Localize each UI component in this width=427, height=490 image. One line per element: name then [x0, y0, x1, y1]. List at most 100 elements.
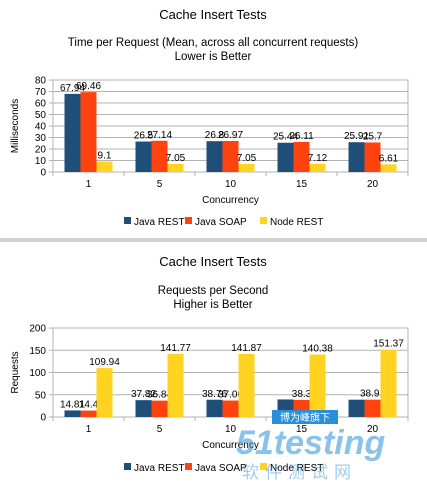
- chart-requests-per-second-svg: Cache Insert Tests Requests per Second Hig…: [10, 254, 409, 474]
- x-tick-label: 10: [225, 424, 237, 435]
- chart-time-per-request: Cache Insert Tests Time per Request (Mean…: [0, 0, 427, 238]
- y-tick-label: 30: [35, 133, 47, 144]
- x-axis-title: Concurrency: [202, 440, 259, 451]
- x-tick-label: 10: [225, 179, 237, 190]
- data-label: 38.91: [360, 389, 385, 400]
- y-tick-label: 100: [29, 368, 46, 379]
- y-tick-label: 50: [35, 390, 47, 401]
- data-label: 27.14: [147, 130, 172, 141]
- data-label: 141.87: [231, 343, 262, 354]
- data-label: 7.05: [166, 153, 186, 164]
- x-tick-label: 5: [157, 424, 163, 435]
- data-label: 9.1: [98, 151, 112, 162]
- bar-java-soap: [293, 141, 310, 172]
- bar-node-rest: [309, 354, 326, 417]
- bar-java-rest: [277, 142, 294, 172]
- x-tick-label: 5: [157, 179, 163, 190]
- legend-swatch: [260, 217, 267, 224]
- data-label: 37.82: [131, 389, 156, 400]
- y-tick-label: 200: [29, 324, 46, 335]
- x-tick-label: 20: [367, 424, 379, 435]
- data-label: 6.61: [379, 153, 399, 164]
- bar-java-soap: [222, 400, 239, 417]
- bar-java-rest: [64, 93, 81, 172]
- bar-java-soap: [80, 92, 97, 172]
- data-label: 38.76: [202, 389, 227, 400]
- data-label: 26.11: [289, 131, 314, 142]
- legend-swatch: [124, 217, 131, 224]
- legend-swatch: [185, 463, 192, 470]
- x-tick-label: 1: [86, 424, 92, 435]
- legend-label: Node REST: [270, 463, 323, 474]
- x-tick-label: 20: [367, 179, 379, 190]
- data-label: 25.91: [344, 131, 369, 142]
- x-axis-title: Concurrency: [202, 195, 259, 206]
- legend-label: Java REST: [134, 217, 185, 228]
- bar-java-soap: [80, 410, 97, 417]
- chart-subtitle-2: Lower is Better: [175, 51, 252, 63]
- chart-requests-per-second: Cache Insert Tests Requests per Second Hig…: [0, 242, 427, 485]
- bar-node-rest: [96, 161, 113, 172]
- legend-swatch: [124, 463, 131, 470]
- bar-java-soap: [364, 399, 381, 417]
- bar-java-soap: [364, 142, 381, 172]
- chart-subtitle: Requests per Second: [158, 285, 269, 297]
- bar-java-soap: [151, 400, 168, 417]
- y-tick-label: 10: [35, 156, 47, 167]
- bar-java-rest: [348, 142, 365, 172]
- legend-swatch: [260, 463, 267, 470]
- data-label: 14.81: [60, 399, 85, 410]
- y-tick-label: 40: [35, 122, 47, 133]
- y-tick-label: 150: [29, 346, 46, 357]
- data-label: 14.4: [79, 400, 99, 411]
- bar-node-rest: [238, 353, 255, 417]
- chart-title: Cache Insert Tests: [159, 7, 267, 22]
- y-tick-label: 0: [40, 413, 46, 424]
- y-tick-label: 70: [35, 87, 47, 98]
- x-tick-label: 15: [296, 424, 308, 435]
- data-label: 69.46: [76, 81, 101, 92]
- x-tick-label: 1: [86, 179, 92, 190]
- bar-node-rest: [380, 164, 397, 172]
- y-tick-label: 80: [35, 76, 47, 87]
- bar-java-rest: [206, 141, 223, 172]
- bar-java-soap: [293, 399, 310, 417]
- data-label: 26.8: [205, 130, 225, 141]
- bar-java-soap: [222, 140, 239, 172]
- data-label: 141.77: [160, 343, 191, 354]
- data-label: 140.38: [302, 344, 333, 355]
- legend-swatch: [185, 217, 192, 224]
- bar-java-rest: [64, 410, 81, 417]
- y-tick-label: 20: [35, 145, 47, 156]
- bar-node-rest: [309, 163, 326, 172]
- data-label: 7.12: [308, 153, 328, 164]
- bar-java-rest: [348, 399, 365, 417]
- bar-java-rest: [277, 399, 294, 417]
- y-axis-title: Milliseconds: [10, 99, 21, 153]
- bar-java-soap: [151, 140, 168, 172]
- bar-node-rest: [96, 368, 113, 417]
- data-label: 67.94: [60, 83, 85, 94]
- legend-label: Java SOAP: [195, 217, 247, 228]
- data-label: 38.3: [292, 389, 312, 400]
- x-tick-label: 15: [296, 179, 308, 190]
- bar-java-rest: [135, 400, 152, 417]
- data-label: 26.5: [134, 131, 154, 142]
- chart-title: Cache Insert Tests: [159, 254, 267, 269]
- legend-label: Java REST: [134, 463, 185, 474]
- legend-label: Java SOAP: [195, 463, 247, 474]
- chart-subtitle: Time per Request (Mean, across all concu…: [68, 37, 359, 49]
- y-tick-label: 50: [35, 110, 47, 121]
- chart-subtitle-2: Higher is Better: [173, 299, 252, 311]
- bar-java-rest: [206, 399, 223, 417]
- data-label: 37.06: [218, 390, 243, 401]
- data-label: 7.05: [237, 153, 257, 164]
- bar-node-rest: [167, 163, 184, 172]
- chart-time-per-request-svg: Cache Insert Tests Time per Request (Mean…: [10, 7, 409, 228]
- bar-node-rest: [238, 163, 255, 172]
- data-label: 25.44: [273, 132, 298, 143]
- data-label: 25.7: [363, 131, 383, 142]
- bar-node-rest: [380, 349, 397, 417]
- chart-separator: [0, 238, 427, 242]
- bar-java-rest: [135, 141, 152, 172]
